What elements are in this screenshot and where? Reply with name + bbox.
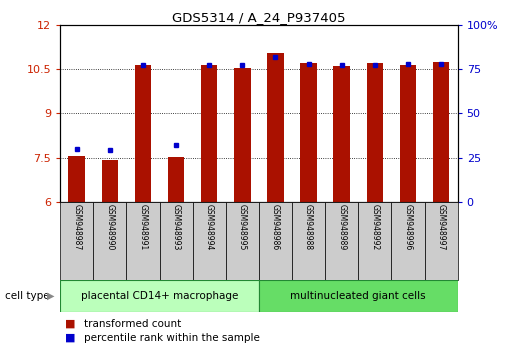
Text: GSM948991: GSM948991 — [139, 204, 147, 250]
Bar — [201, 65, 218, 202]
Bar — [400, 65, 416, 202]
Bar — [433, 62, 449, 202]
Text: GSM948994: GSM948994 — [204, 204, 214, 251]
Bar — [234, 68, 251, 202]
Bar — [93, 202, 127, 280]
Bar — [259, 202, 292, 280]
Text: GSM948988: GSM948988 — [304, 204, 313, 250]
Text: GSM948990: GSM948990 — [105, 204, 115, 251]
Bar — [259, 280, 458, 312]
Text: GSM948992: GSM948992 — [370, 204, 379, 250]
Text: GDS5314 / A_24_P937405: GDS5314 / A_24_P937405 — [172, 11, 346, 24]
Text: GSM948993: GSM948993 — [172, 204, 180, 251]
Text: GSM948995: GSM948995 — [238, 204, 247, 251]
Bar — [101, 160, 118, 202]
Bar — [60, 280, 259, 312]
Bar — [168, 157, 185, 202]
Bar — [334, 66, 350, 202]
Text: ■: ■ — [65, 333, 76, 343]
Bar — [60, 202, 93, 280]
Bar — [135, 65, 151, 202]
Bar — [358, 202, 391, 280]
Text: GSM948986: GSM948986 — [271, 204, 280, 250]
Bar — [226, 202, 259, 280]
Bar — [267, 53, 283, 202]
Bar — [325, 202, 358, 280]
Text: GSM948996: GSM948996 — [403, 204, 413, 251]
Text: GSM948987: GSM948987 — [72, 204, 81, 250]
Bar — [160, 202, 192, 280]
Bar — [300, 63, 317, 202]
Text: ▶: ▶ — [48, 291, 55, 301]
Text: GSM948997: GSM948997 — [437, 204, 446, 251]
Bar — [292, 202, 325, 280]
Bar — [367, 63, 383, 202]
Text: placental CD14+ macrophage: placental CD14+ macrophage — [81, 291, 238, 301]
Bar — [127, 202, 160, 280]
Bar — [425, 202, 458, 280]
Bar — [391, 202, 425, 280]
Text: percentile rank within the sample: percentile rank within the sample — [84, 333, 259, 343]
Bar — [69, 156, 85, 202]
Text: ■: ■ — [65, 319, 76, 329]
Text: GSM948989: GSM948989 — [337, 204, 346, 250]
Text: cell type: cell type — [5, 291, 50, 301]
Text: transformed count: transformed count — [84, 319, 181, 329]
Bar — [192, 202, 226, 280]
Text: multinucleated giant cells: multinucleated giant cells — [290, 291, 426, 301]
